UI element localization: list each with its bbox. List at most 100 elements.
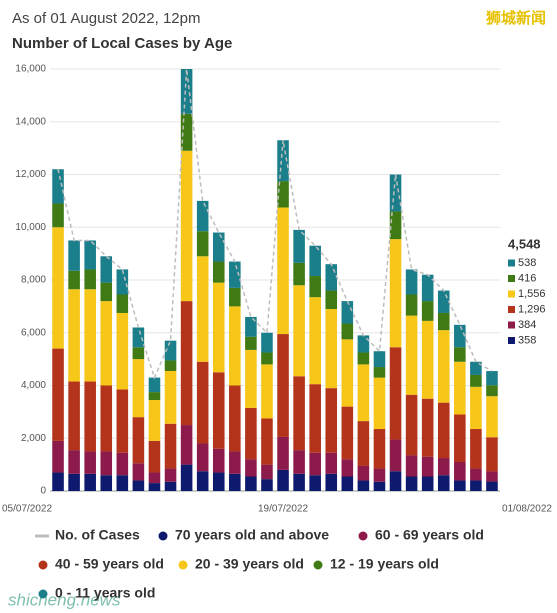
bar-segment: [277, 334, 289, 437]
bar-segment: [470, 361, 482, 375]
bar-segment: [405, 476, 418, 491]
bar-segment: [68, 381, 80, 451]
bar-segment: [148, 377, 161, 393]
chart-title: Number of Local Cases by Age: [12, 35, 232, 52]
bar-segment: [389, 174, 402, 212]
bar-segment: [341, 323, 354, 340]
bar-segment: [470, 429, 482, 469]
bar-segment: [100, 385, 113, 452]
side-total: 4,548: [508, 236, 541, 251]
bar-segment: [325, 473, 338, 491]
bar-segment: [325, 452, 338, 474]
bar-segment: [229, 451, 241, 474]
bar-segment: [373, 367, 386, 378]
legend-icon: [38, 589, 48, 599]
bar-segment: [148, 440, 161, 473]
bar-segment: [132, 417, 145, 464]
bar-segment: [277, 181, 289, 208]
bar-segment: [373, 377, 386, 430]
y-tick-label: 12,000: [15, 169, 46, 180]
bar-segment: [341, 459, 354, 477]
legend-icon: [158, 531, 168, 541]
bar-segment: [229, 473, 241, 491]
legend-label: 20 - 39 years old: [195, 556, 304, 572]
bar-segment: [164, 360, 177, 371]
bar-segment: [454, 480, 466, 491]
bar-segment: [52, 472, 64, 491]
x-tick-label: 19/07/2022: [258, 504, 308, 515]
legend-label: 70 years old and above: [175, 527, 329, 543]
bar-segment: [52, 227, 64, 349]
bar-segment: [180, 69, 193, 114]
side-value: 358: [518, 334, 536, 346]
bar-segment: [454, 324, 466, 348]
bar-segment: [261, 479, 273, 491]
legend-icon: [313, 560, 323, 570]
bar-segment: [100, 301, 113, 386]
bar-segment: [164, 340, 177, 361]
y-tick-label: 16,000: [15, 64, 46, 75]
bar-segment: [309, 297, 321, 385]
bar-segment: [196, 361, 209, 444]
bar-segment: [164, 423, 177, 469]
bar-segment: [309, 475, 321, 491]
bar-segment: [100, 475, 113, 491]
bar-segment: [261, 352, 273, 365]
bar-segment: [68, 270, 80, 290]
legend-icon: [38, 560, 48, 570]
bar-segment: [261, 464, 273, 480]
bar-segment: [196, 200, 209, 232]
legend-icon: [358, 531, 368, 541]
bar-segment: [389, 211, 402, 240]
bar-segment: [196, 443, 209, 472]
bar-segment: [277, 469, 289, 491]
bar-segment: [357, 352, 370, 365]
bar-segment: [148, 472, 161, 484]
bar-segment: [309, 384, 321, 453]
bar-segment: [229, 306, 241, 386]
bar-segment: [277, 436, 289, 470]
bar-segment: [52, 440, 64, 473]
side-value: 1,556: [518, 288, 546, 300]
bar-segment: [116, 475, 129, 491]
bar-segment: [180, 425, 193, 465]
bar-segment: [421, 398, 434, 457]
bar-segment: [325, 388, 338, 453]
y-tick-label: 6,000: [21, 327, 46, 338]
bar-segment: [486, 471, 498, 482]
bar-segment: [132, 347, 145, 360]
y-tick-label: 2,000: [21, 433, 46, 444]
bar-segment: [245, 407, 257, 460]
bar-segment: [470, 386, 482, 430]
bar-segment: [421, 456, 434, 477]
bar-segment: [341, 301, 354, 324]
bar-segment: [437, 290, 450, 313]
bar-segment: [454, 461, 466, 481]
bar-segment: [180, 150, 193, 302]
bar-segment: [100, 282, 113, 302]
bar-segment: [309, 276, 321, 298]
bar-segment: [212, 372, 225, 449]
side-value: 538: [518, 257, 536, 269]
bar-segment: [405, 455, 418, 477]
bar-segment: [68, 240, 80, 271]
legend-label: 0 - 11 years old: [55, 585, 155, 601]
source-mark: shicheng.news: [8, 590, 121, 609]
bar-segment: [245, 316, 257, 337]
bar-segment: [229, 287, 241, 307]
y-tick-label: 14,000: [15, 116, 46, 127]
bar-segment: [309, 452, 321, 476]
x-tick-label: 05/07/2022: [2, 504, 52, 515]
bar-segment: [341, 476, 354, 491]
bar-segment: [325, 309, 338, 389]
bar-segment: [100, 256, 113, 283]
side-value: 384: [518, 319, 536, 331]
bar-segment: [84, 473, 96, 491]
bar-segment: [148, 392, 161, 401]
y-tick-label: 4,000: [21, 380, 46, 391]
bar-segment: [357, 335, 370, 353]
bar-segment: [486, 371, 498, 386]
bar-segment: [196, 256, 209, 362]
bar-segment: [148, 400, 161, 441]
bar-segment: [164, 468, 177, 482]
